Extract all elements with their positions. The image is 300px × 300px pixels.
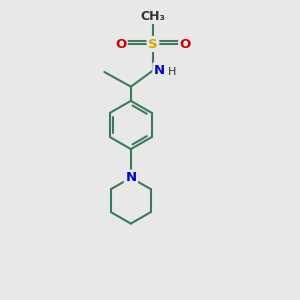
Text: N: N	[125, 171, 136, 184]
Text: CH₃: CH₃	[140, 10, 165, 22]
Text: O: O	[115, 38, 126, 50]
Text: N: N	[154, 64, 165, 77]
Text: H: H	[168, 67, 176, 77]
Text: O: O	[180, 38, 191, 50]
Text: S: S	[148, 38, 158, 50]
